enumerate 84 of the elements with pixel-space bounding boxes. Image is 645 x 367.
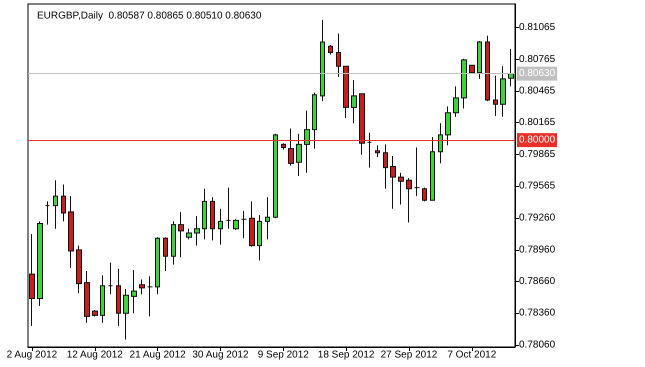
y-tick-label: 0.78360 (519, 308, 556, 319)
candlestick (336, 33, 341, 78)
candlestick (422, 187, 427, 202)
candlestick (265, 196, 270, 240)
candlestick (61, 184, 66, 222)
candlestick (500, 66, 506, 118)
candlestick (390, 155, 396, 210)
candlestick (139, 278, 145, 295)
candlestick (430, 136, 435, 201)
candlestick (29, 234, 35, 326)
candlestick (202, 188, 207, 240)
candlestick (383, 144, 388, 190)
candlestick (171, 220, 176, 266)
candlestick (320, 19, 325, 102)
candlestick (218, 208, 223, 246)
candlestick (328, 44, 333, 56)
candlestick (210, 196, 215, 241)
candlestick (163, 236, 168, 272)
candlestick (76, 245, 82, 294)
candlestick (155, 236, 160, 295)
x-tick-label: 7 Oct 2012 (447, 350, 497, 360)
candlestick (108, 262, 113, 295)
y-tick-label: 0.78960 (519, 244, 556, 256)
y-tick-label: 0.80165 (519, 117, 556, 128)
candlestick (343, 66, 349, 118)
x-tick-label: 12 Aug 2012 (66, 350, 124, 360)
candlestick (273, 133, 278, 219)
candlestick (131, 269, 137, 314)
candlestick (100, 274, 105, 324)
candlestick (367, 132, 372, 168)
candlestick (508, 48, 514, 87)
candlestick (116, 268, 121, 326)
candlestick (45, 200, 50, 226)
candlestick (249, 200, 255, 248)
y-tick-label: 0.80765 (519, 54, 556, 65)
candlestick (296, 133, 302, 177)
candlestick (493, 75, 498, 116)
candlestick (37, 220, 43, 306)
candlestick (375, 144, 380, 158)
candlestick (178, 211, 184, 258)
candlestick (406, 178, 412, 223)
candlestick (53, 180, 58, 230)
candlestick (453, 86, 459, 118)
x-tick-label: 18 Sep 2012 (318, 350, 375, 360)
candlestick (414, 147, 420, 197)
candlestick (359, 93, 365, 156)
x-tick-label: 9 Sep 2012 (258, 350, 310, 360)
candlestick (257, 214, 262, 261)
candlestick (477, 40, 482, 80)
y-tick-label: 0.79865 (519, 148, 556, 160)
y-tick-label: 0.78660 (519, 276, 556, 288)
y-tick-label: 0.80465 (519, 86, 556, 97)
y-tick-label: 0.81065 (519, 22, 556, 34)
x-tick-label: 21 Aug 2012 (130, 350, 186, 360)
ref-line-label: 0.80000 (519, 134, 556, 146)
candlestick (445, 106, 451, 146)
candlestick (84, 270, 90, 324)
candlestick (461, 58, 467, 109)
x-tick-label: 2 Aug 2012 (6, 350, 58, 360)
x-tick-label: 30 Aug 2012 (192, 350, 249, 360)
candlestick (226, 187, 231, 230)
candlestick (123, 288, 129, 340)
candlestick (288, 128, 294, 166)
candlestick (92, 310, 98, 317)
candlestick (485, 35, 490, 102)
ref-line-label: 0.80630 (519, 68, 556, 80)
candlestick (469, 64, 475, 74)
candlestick (241, 210, 247, 239)
candlestick (438, 122, 443, 164)
candlestick (351, 79, 357, 124)
y-tick-label: 0.79260 (519, 212, 556, 224)
y-tick-label: 0.79565 (519, 180, 556, 192)
candlestick (312, 92, 317, 150)
y-tick-label: 0.78060 (519, 339, 556, 350)
candlestick (186, 228, 192, 240)
candlestick (68, 196, 74, 268)
candlestick (147, 276, 153, 317)
candlestick (304, 110, 310, 174)
text: EURGBP,Daily 0.80587 0.80865 0.80510 0.80630 (37, 10, 262, 22)
candlestick (194, 216, 200, 246)
candlestick (281, 142, 286, 150)
candlestick (233, 218, 239, 230)
candlestick (398, 172, 404, 206)
x-tick-label: 27 Sep 2012 (380, 350, 438, 360)
